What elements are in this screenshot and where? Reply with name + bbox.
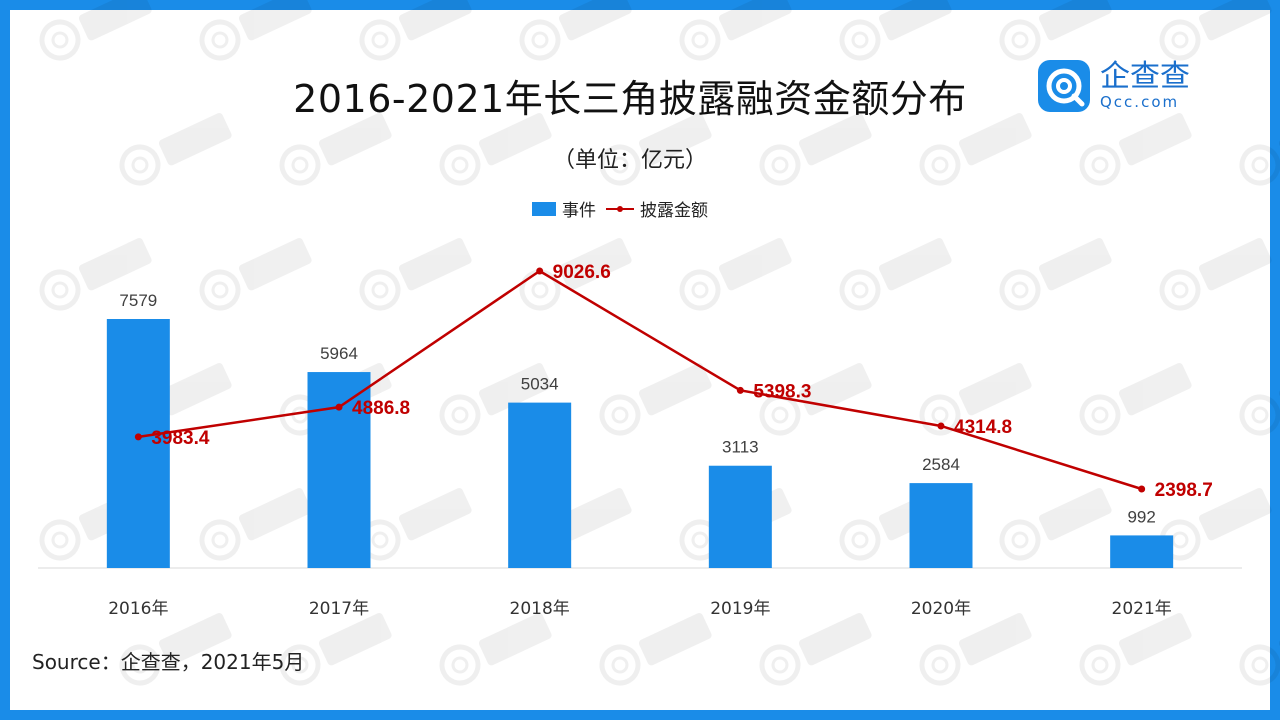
bar-2016年 [106, 319, 170, 568]
logo-name-en: Qcc.com [1100, 93, 1180, 111]
qcc-logo-icon [1038, 60, 1090, 112]
watermark-logo [359, 488, 472, 561]
bar-value-label: 992 [1127, 507, 1155, 526]
legend: 事件 披露金额 [532, 196, 708, 221]
watermark-logo [199, 488, 312, 561]
chart-frame [10, 10, 1270, 710]
watermark-logo [919, 113, 1032, 186]
watermark-logo [359, 0, 472, 61]
bar-value-label: 7579 [119, 291, 157, 310]
legend-item-bar: 事件 [532, 196, 596, 221]
watermark-logo [519, 238, 632, 311]
watermark-layer [39, 0, 1280, 686]
watermark-logo [199, 0, 312, 61]
watermark-logo [599, 613, 712, 686]
watermark-logo [999, 238, 1112, 311]
line-point [1138, 485, 1146, 493]
watermark-logo [439, 613, 552, 686]
watermark-logo [1079, 363, 1192, 436]
watermark-logo [599, 363, 712, 436]
watermark-logo [1239, 613, 1280, 686]
watermark-logo [439, 113, 552, 186]
legend-line-label: 披露金额 [640, 201, 708, 221]
watermark-logo [279, 613, 392, 686]
watermark-logo [39, 238, 152, 311]
watermark-logo [439, 363, 552, 436]
watermark-logo [999, 488, 1112, 561]
watermark-logo [119, 113, 232, 186]
logo-name-cn: 企查查 [1100, 59, 1190, 94]
watermark-logo [1079, 613, 1192, 686]
bar-value-label: 5964 [320, 344, 358, 363]
line-value-label: 4314.8 [954, 417, 1012, 438]
x-tick-label: 2016年 [108, 599, 168, 619]
watermark-logo [519, 0, 632, 61]
watermark-logo [759, 113, 872, 186]
line-point [134, 433, 142, 441]
watermark-logo [279, 113, 392, 186]
line-value-label: 3983.4 [151, 428, 210, 449]
unit-label: （单位：亿元） [552, 148, 707, 173]
watermark-logo [759, 613, 872, 686]
x-tick-label: 2018年 [510, 599, 570, 619]
watermark-logo [919, 613, 1032, 686]
bar-value-label: 2584 [922, 455, 960, 474]
bar-2021年 [1110, 535, 1174, 568]
line-value-label: 5398.3 [753, 381, 811, 402]
brand-logo: 企查查 Qcc.com [1038, 60, 1190, 112]
line-point [937, 422, 945, 430]
bar-2018年 [508, 402, 572, 568]
line-point [736, 386, 744, 394]
watermark-logo [1159, 238, 1272, 311]
legend-item-line: 披露金额 [606, 196, 708, 221]
watermark-logo [1239, 363, 1280, 436]
watermark-logo [39, 0, 152, 61]
watermark-logo [679, 0, 792, 61]
watermark-logo [839, 0, 952, 61]
watermark-logo [1239, 113, 1280, 186]
x-tick-label: 2017年 [309, 599, 369, 619]
line-value-label: 9026.6 [553, 262, 611, 283]
watermark-logo [1159, 0, 1272, 61]
watermark-logo [359, 238, 472, 311]
line-value-label: 2398.7 [1155, 480, 1213, 501]
legend-bar-label: 事件 [562, 201, 596, 221]
bar-value-label: 3113 [722, 438, 759, 457]
watermark-logo [119, 613, 232, 686]
x-tick-label: 2021年 [1112, 599, 1172, 619]
x-tick-label: 2019年 [710, 599, 770, 619]
line-value-label: 4886.8 [352, 398, 410, 419]
watermark-logo [679, 238, 792, 311]
source-note: Source：企查查，2021年5月 [32, 650, 305, 674]
bar-value-label: 5034 [521, 375, 559, 394]
x-tick-label: 2020年 [911, 599, 971, 619]
watermark-logo [999, 0, 1112, 61]
line-series-path [138, 269, 1143, 491]
legend-bar-swatch [532, 201, 556, 216]
watermark-logo [599, 113, 712, 186]
watermark-logo [839, 238, 952, 311]
chart-title: 2016-2021年长三角披露融资金额分布 [293, 77, 967, 121]
watermark-logo [1079, 113, 1192, 186]
bar-2019年 [708, 465, 772, 568]
watermark-logo [759, 363, 872, 436]
watermark-logo [199, 238, 312, 311]
bar-2020年 [909, 483, 973, 568]
legend-line-swatch [606, 202, 634, 216]
line-point [536, 267, 544, 275]
line-point [335, 403, 343, 411]
